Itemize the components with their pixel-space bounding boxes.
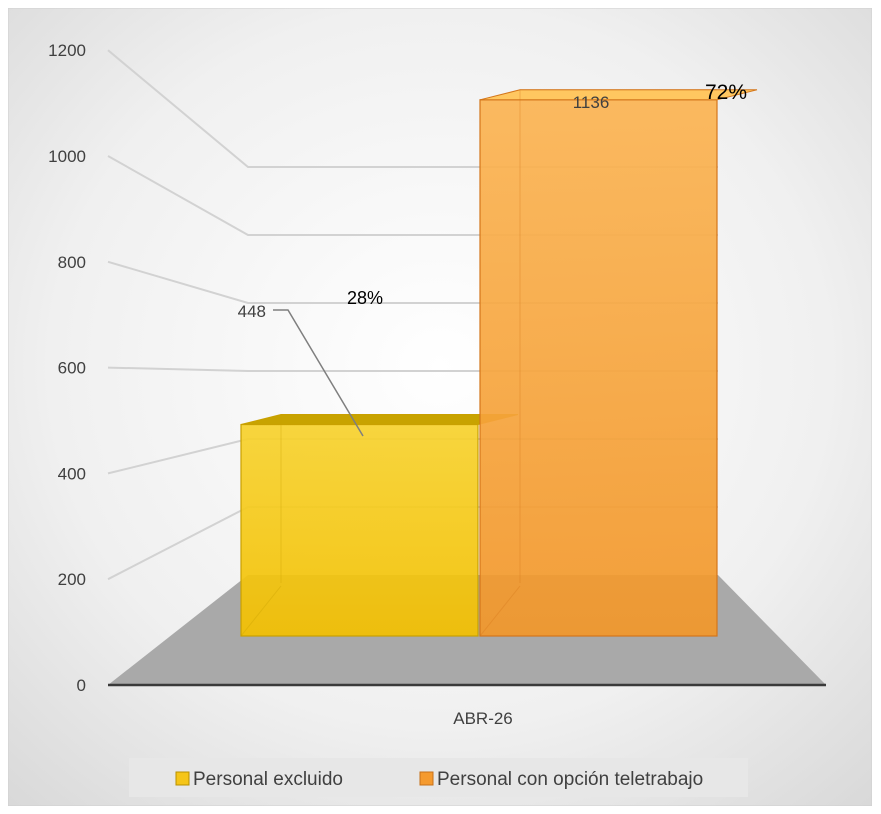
y-tick-label: 400 [58, 464, 86, 483]
bars [240, 89, 758, 637]
y-tick-label: 1000 [48, 147, 86, 166]
legend-item-1: Personal excluido [175, 769, 343, 790]
y-tick-label: 800 [58, 253, 86, 272]
data-labels: 448 28% 1136 72% [238, 81, 747, 437]
percent-label: 28% [347, 288, 383, 308]
bar-front [240, 423, 479, 637]
y-axis-ticks: 0 200 400 600 800 1000 1200 [48, 41, 86, 695]
bar-inner-edge [479, 585, 521, 637]
legend-label: Personal excluido [193, 769, 343, 790]
bar-1 [240, 414, 519, 637]
y-tick-label: 1200 [48, 41, 86, 60]
bar-inner-edge [519, 89, 717, 583]
chart-svg: 0 200 400 600 800 1000 1200 448 28% 1136 72% ABR-… [7, 7, 873, 807]
legend-box [129, 758, 748, 797]
data-label: 448 [238, 302, 266, 321]
y-tick-label: 200 [58, 570, 86, 589]
bar-top [240, 414, 519, 426]
y-tick-label: 0 [77, 676, 86, 695]
chart-frame: 0 200 400 600 800 1000 1200 448 28% 1136 72% ABR-… [7, 7, 873, 807]
y-tick-label: 600 [58, 359, 86, 378]
data-label: 1136 [573, 93, 610, 112]
legend-item-2: Personal con opción teletrabajo [419, 769, 703, 790]
percent-label: 72% [705, 81, 747, 104]
legend-swatch [419, 771, 434, 786]
bar-front [479, 99, 718, 637]
chart-background [7, 7, 873, 807]
x-tick-label: ABR-26 [453, 709, 513, 728]
legend-swatch [175, 771, 190, 786]
legend: Personal excluido Personal con opción tel… [129, 758, 748, 797]
bar-inner-edge [280, 414, 478, 583]
legend-label: Personal con opción teletrabajo [437, 769, 703, 790]
bar-top [479, 89, 758, 101]
bar-inner-edge [240, 585, 282, 637]
leader-line [273, 309, 364, 437]
bar-2 [479, 89, 758, 637]
